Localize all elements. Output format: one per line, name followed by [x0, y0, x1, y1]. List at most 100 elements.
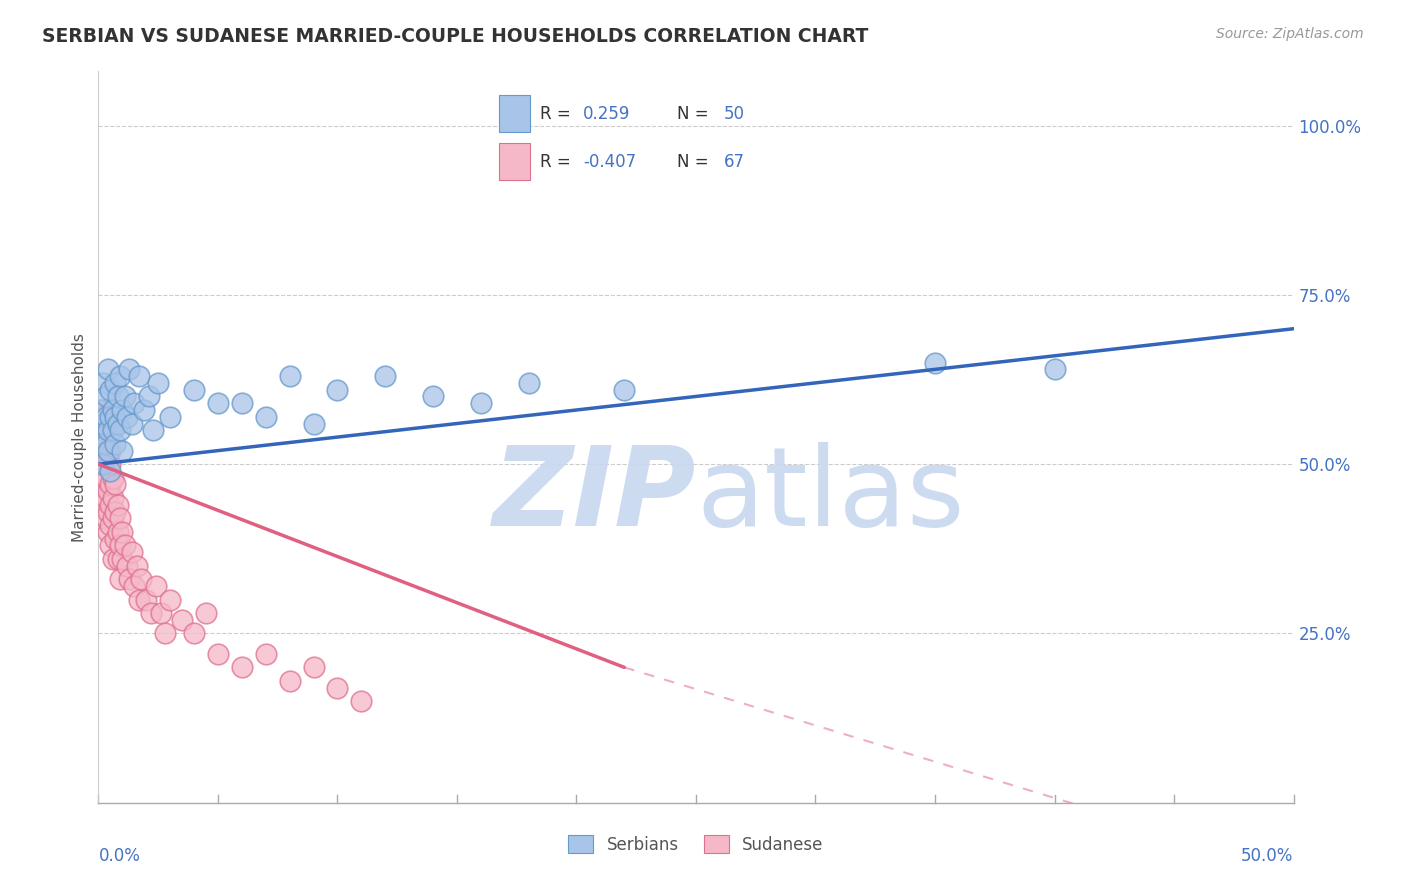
Text: ZIP: ZIP: [492, 442, 696, 549]
Point: [97, 423, 120, 437]
Point: [125, 558, 148, 573]
Point: [138, 389, 160, 403]
Point: [121, 545, 143, 559]
Point: [101, 403, 124, 417]
Point: [107, 389, 129, 403]
Point: [98, 498, 122, 512]
Point: [101, 491, 124, 505]
Point: [132, 403, 155, 417]
Point: [91, 423, 114, 437]
Point: [172, 613, 194, 627]
Point: [90, 464, 112, 478]
Point: [94, 511, 117, 525]
Point: [107, 498, 129, 512]
Point: [101, 471, 124, 485]
Point: [91, 498, 114, 512]
Point: [254, 409, 277, 424]
Point: [326, 383, 349, 397]
Point: [135, 592, 157, 607]
Point: [111, 403, 134, 417]
Point: [98, 538, 122, 552]
Point: [97, 450, 120, 465]
Point: [111, 443, 134, 458]
Point: [97, 430, 120, 444]
Point: [121, 417, 143, 431]
Point: [90, 417, 112, 431]
Point: [108, 572, 131, 586]
Point: [108, 423, 131, 437]
Point: [422, 389, 444, 403]
Point: [94, 423, 117, 437]
Point: [98, 477, 122, 491]
Point: [91, 376, 114, 390]
Point: [104, 532, 127, 546]
Point: [517, 376, 540, 390]
Point: [97, 443, 120, 458]
Point: [1043, 362, 1066, 376]
Point: [302, 417, 325, 431]
Point: [111, 552, 134, 566]
Legend: Serbians, Sudanese: Serbians, Sudanese: [562, 829, 830, 860]
Text: atlas: atlas: [696, 442, 965, 549]
Text: SERBIAN VS SUDANESE MARRIED-COUPLE HOUSEHOLDS CORRELATION CHART: SERBIAN VS SUDANESE MARRIED-COUPLE HOUSE…: [42, 27, 869, 45]
Point: [90, 403, 112, 417]
Point: [124, 579, 146, 593]
Point: [107, 552, 129, 566]
Point: [115, 409, 138, 424]
Point: [114, 538, 136, 552]
Point: [128, 369, 150, 384]
Point: [104, 376, 127, 390]
Point: [183, 383, 205, 397]
Point: [98, 409, 122, 424]
Point: [90, 430, 112, 444]
Point: [98, 464, 122, 478]
Point: [195, 606, 218, 620]
Point: [97, 362, 120, 376]
Point: [128, 592, 150, 607]
Y-axis label: Married-couple Households: Married-couple Households: [72, 333, 87, 541]
Point: [91, 409, 114, 424]
Point: [108, 369, 131, 384]
Point: [278, 369, 301, 384]
Text: 0.0%: 0.0%: [98, 847, 141, 864]
Point: [118, 362, 141, 376]
Point: [94, 491, 117, 505]
Point: [90, 403, 112, 417]
Point: [101, 552, 124, 566]
Point: [254, 647, 277, 661]
Point: [104, 409, 127, 424]
Point: [108, 511, 131, 525]
Point: [302, 660, 325, 674]
Point: [97, 505, 120, 519]
Point: [183, 626, 205, 640]
Point: [207, 647, 229, 661]
Point: [90, 437, 112, 451]
Point: [114, 389, 136, 403]
Point: [613, 383, 636, 397]
Point: [231, 396, 253, 410]
Point: [139, 606, 162, 620]
Point: [124, 396, 146, 410]
Point: [155, 626, 177, 640]
Point: [374, 369, 396, 384]
Point: [101, 423, 124, 437]
Point: [97, 484, 120, 499]
Point: [326, 681, 349, 695]
Point: [107, 524, 129, 539]
Point: [118, 572, 141, 586]
Point: [104, 477, 127, 491]
Point: [159, 409, 181, 424]
Point: [148, 376, 170, 390]
Point: [91, 430, 114, 444]
Point: [104, 505, 127, 519]
Point: [149, 606, 172, 620]
Point: [924, 355, 946, 369]
Point: [115, 558, 138, 573]
Point: [207, 396, 229, 410]
Point: [91, 417, 114, 431]
Point: [104, 437, 127, 451]
Text: Source: ZipAtlas.com: Source: ZipAtlas.com: [1216, 27, 1364, 41]
Point: [94, 457, 117, 471]
Point: [142, 423, 165, 437]
Point: [107, 417, 129, 431]
